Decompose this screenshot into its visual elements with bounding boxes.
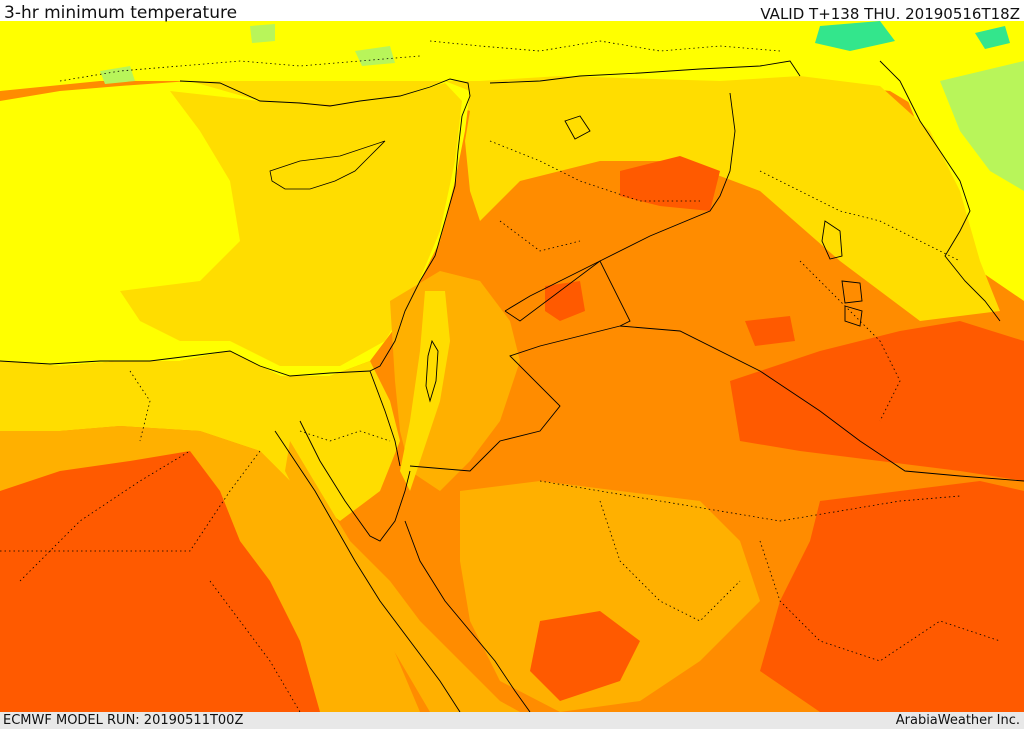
valid-time: VALID T+138 THU. 20190516T18Z xyxy=(760,5,1020,23)
saudi-iraq-border xyxy=(619,325,1024,482)
dead-sea xyxy=(425,339,439,403)
temperature-map-svg xyxy=(0,21,1024,712)
lake-assad xyxy=(564,115,591,140)
green-patch-northeast xyxy=(940,61,1024,191)
egypt-israel-border xyxy=(369,370,401,467)
province-line-egypt-1 xyxy=(0,450,261,552)
gulf-of-suez-west xyxy=(274,430,461,712)
jordan-valley-light xyxy=(400,291,450,491)
model-run: ECMWF MODEL RUN: 20190511T00Z xyxy=(3,713,244,728)
national-borders xyxy=(369,60,1024,482)
province-line-saudi-1 xyxy=(539,480,961,522)
lake-tharthar xyxy=(821,220,843,260)
teal-patch-east xyxy=(975,26,1010,49)
jordan-dark-orange xyxy=(545,281,585,321)
teal-patch-northeast xyxy=(815,21,895,51)
red-sea-east-coast xyxy=(404,520,531,712)
jordan-saudi-border xyxy=(409,260,631,472)
lake-habbaniyah xyxy=(841,280,863,304)
yellow-north-band xyxy=(0,21,1024,171)
coastlines xyxy=(0,78,863,712)
iraq-iran-border xyxy=(879,60,1001,322)
province-line-turkey-2 xyxy=(429,40,781,52)
provincial-boundaries xyxy=(0,40,1001,712)
levant-coast xyxy=(369,115,463,372)
green-patch-north-2 xyxy=(100,66,135,84)
temperature-map xyxy=(0,21,1024,712)
green-patch-north-1 xyxy=(355,46,395,66)
gulf-of-suez-east xyxy=(299,420,411,542)
map-footer: ECMWF MODEL RUN: 20190511T00Z ArabiaWeat… xyxy=(0,712,1024,729)
map-header: 3-hr minimum temperature VALID T+138 THU… xyxy=(0,0,1024,23)
map-title: 3-hr minimum temperature xyxy=(4,3,238,23)
egypt-dark-orange xyxy=(0,451,320,712)
iraq-dark-orange-2 xyxy=(745,316,795,346)
egypt-north-coast xyxy=(0,350,371,377)
province-line-iraq-1 xyxy=(759,170,961,262)
province-line-syria-2 xyxy=(499,220,581,252)
syria-iraq-border xyxy=(504,92,736,312)
province-line-saudi-3 xyxy=(759,540,1001,662)
syria-dark-orange xyxy=(620,156,720,211)
iraq-dark-orange xyxy=(730,321,1024,481)
lake-razazza xyxy=(844,305,863,327)
province-line-egypt-4 xyxy=(129,370,151,442)
province-line-iraq-2 xyxy=(799,260,901,422)
red-sea xyxy=(285,441,520,712)
mediterranean-sea-light xyxy=(120,83,462,366)
turkey-syria-border xyxy=(489,60,801,84)
turkey-south-coast xyxy=(179,78,471,117)
light-orange-north xyxy=(180,76,1000,321)
credit: ArabiaWeather Inc. xyxy=(895,713,1020,728)
arabia-dark-orange-east xyxy=(760,481,1024,712)
cyprus-island xyxy=(269,140,386,190)
green-patch-north-3 xyxy=(250,24,275,43)
province-line-turkey-1 xyxy=(59,55,421,82)
arabia-dark-orange-south xyxy=(530,611,640,701)
